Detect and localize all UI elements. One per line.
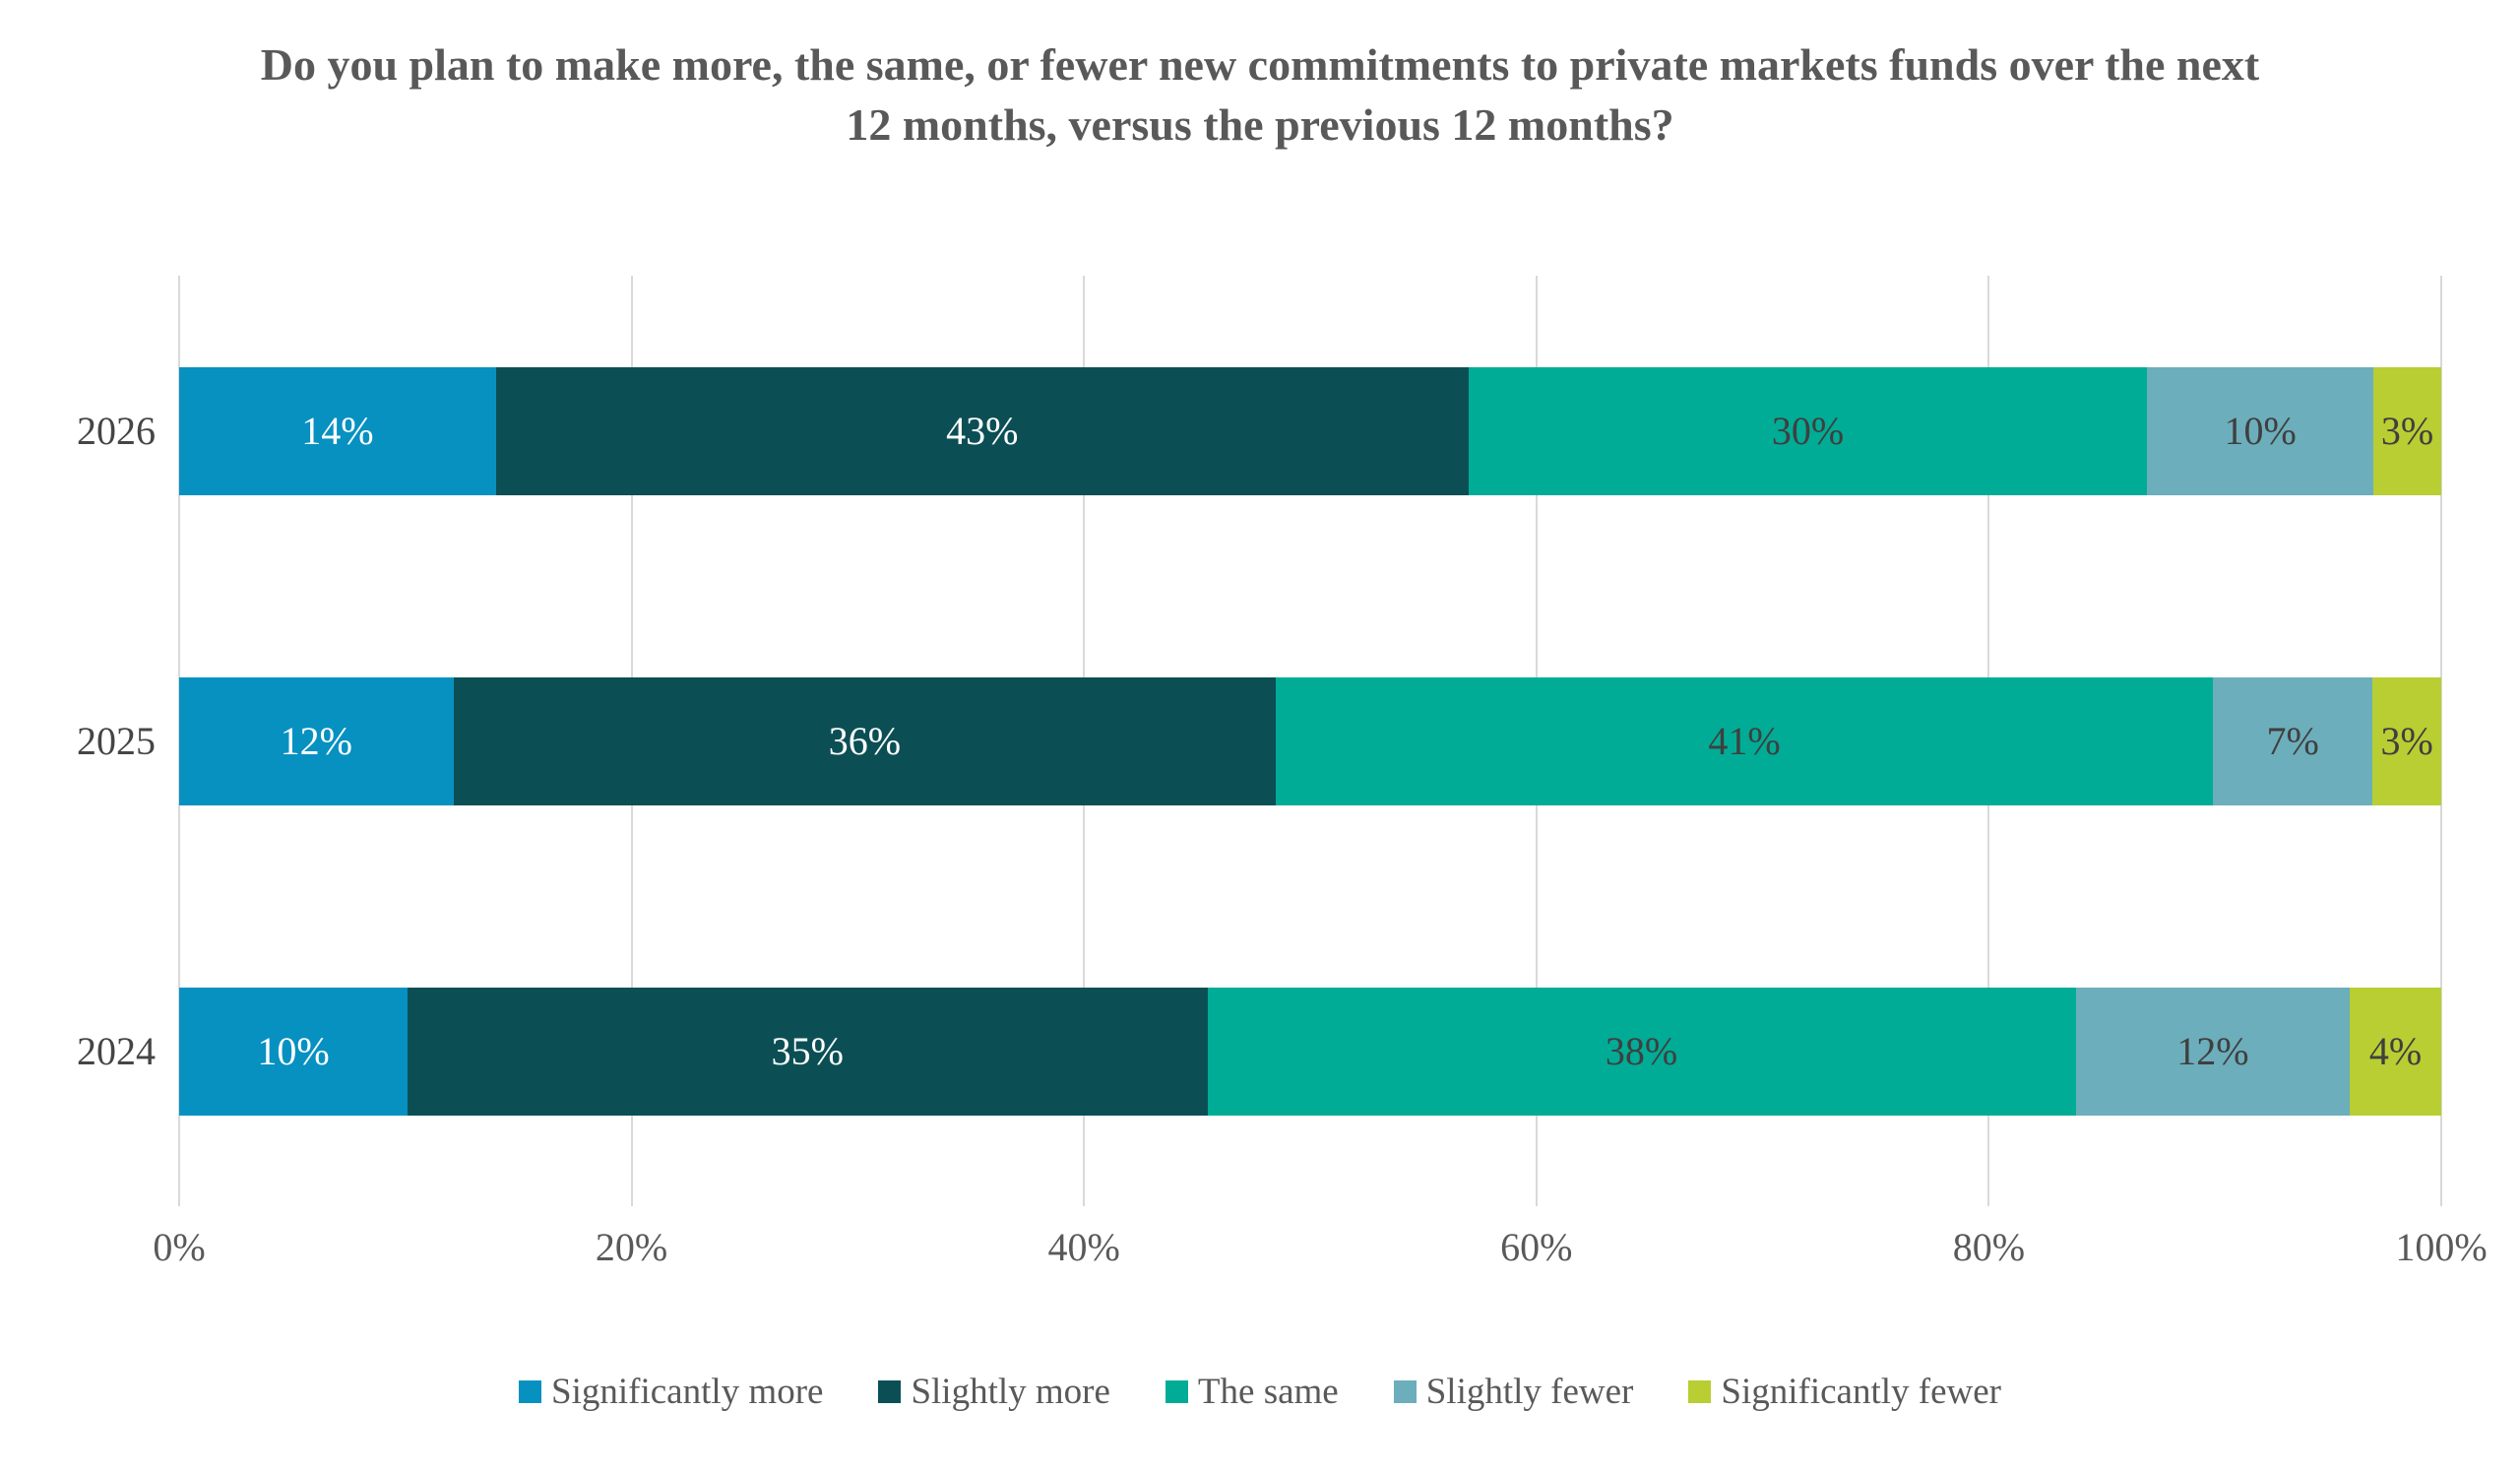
bar-segment-slightly-fewer-2024: 12%	[2075, 987, 2351, 1116]
bar-segment-slightly-fewer-2025: 7%	[2212, 676, 2373, 805]
legend-label: Slightly fewer	[1425, 1372, 1634, 1412]
legend-swatch-icon	[1393, 1380, 1417, 1403]
bar-row-2024: 10% 35% 38% 12% 4%	[179, 987, 2441, 1116]
x-axis-tick-label: 80%	[1952, 1225, 2026, 1269]
bar-segment-significantly-fewer-2024: 4%	[2350, 987, 2441, 1116]
segment-value-label: 41%	[1708, 719, 1781, 763]
segment-value-label: 30%	[1771, 409, 1845, 453]
plot-area: 2026 14% 43% 30% 10% 3% 2025 12% 36% 41% 7% 3% 2024 1…	[77, 276, 2442, 1206]
bar-segment-slightly-more-2026: 43%	[495, 366, 1469, 495]
x-axis-tick-label: 60%	[1500, 1225, 1573, 1269]
segment-value-label: 12%	[2176, 1029, 2249, 1073]
legend-swatch-icon	[878, 1380, 902, 1403]
segment-value-label: 36%	[828, 719, 902, 763]
bar-segment-the-same-2026: 30%	[1468, 366, 2148, 495]
category-label-2025: 2025	[77, 719, 156, 763]
segment-value-label: 35%	[771, 1029, 844, 1073]
bar-segment-slightly-more-2024: 35%	[408, 987, 1208, 1116]
x-axis-tick-label: 100%	[2395, 1225, 2488, 1269]
legend-item-slightly-fewer: Slightly fewer	[1393, 1371, 1634, 1413]
legend-label: Significantly more	[551, 1372, 824, 1412]
legend-label: Slightly more	[911, 1372, 1110, 1412]
bar-segment-the-same-2024: 38%	[1207, 987, 2076, 1116]
bar-segment-significantly-fewer-2026: 3%	[2373, 366, 2441, 495]
bar-row-2026: 14% 43% 30% 10% 3%	[179, 366, 2441, 495]
chart-title: Do you plan to make more, the same, or f…	[260, 39, 2260, 150]
legend-swatch-icon	[1165, 1380, 1188, 1403]
segment-value-label: 12%	[280, 719, 352, 763]
bar-segment-the-same-2025: 41%	[1276, 676, 2213, 805]
legend-item-the-same: The same	[1165, 1371, 1339, 1413]
legend-item-significantly-more: Significantly more	[519, 1371, 823, 1413]
category-label-2026: 2026	[77, 409, 156, 453]
x-axis-tick-label: 40%	[1047, 1225, 1120, 1269]
category-label-2024: 2024	[77, 1029, 156, 1073]
segment-value-label: 7%	[2266, 719, 2319, 763]
bar-segment-significantly-more-2025: 12%	[179, 676, 454, 805]
segment-value-label: 3%	[2380, 719, 2433, 763]
segment-value-label: 10%	[2224, 409, 2297, 453]
bar-segment-slightly-fewer-2026: 10%	[2147, 366, 2374, 495]
legend: Significantly more Slightly more The same S…	[0, 1371, 2520, 1413]
x-axis-tick-label: 20%	[595, 1225, 668, 1269]
segment-value-label: 4%	[2368, 1029, 2423, 1073]
bar-row-2025: 12% 36% 41% 7% 3%	[179, 676, 2442, 805]
segment-value-label: 3%	[2380, 409, 2434, 453]
x-axis-tick-label: 0%	[153, 1225, 206, 1269]
legend-item-slightly-more: Slightly more	[878, 1371, 1110, 1413]
legend-swatch-icon	[1688, 1380, 1712, 1403]
segment-value-label: 38%	[1605, 1029, 1678, 1073]
bar-segment-significantly-fewer-2025: 3%	[2372, 676, 2442, 805]
segment-value-label: 10%	[257, 1029, 330, 1073]
legend-swatch-icon	[519, 1380, 542, 1403]
bar-segment-significantly-more-2024: 10%	[179, 987, 409, 1116]
bar-segment-significantly-more-2026: 14%	[179, 366, 496, 495]
bar-segment-slightly-more-2025: 36%	[453, 676, 1277, 805]
legend-label: The same	[1197, 1372, 1339, 1412]
legend-label: Significantly fewer	[1721, 1372, 2001, 1412]
segment-value-label: 14%	[301, 409, 374, 453]
segment-value-label: 43%	[946, 409, 1019, 453]
legend-item-significantly-fewer: Significantly fewer	[1688, 1371, 2001, 1413]
x-axis: 0% 20% 40% 60% 80% 100%	[153, 1224, 2487, 1283]
